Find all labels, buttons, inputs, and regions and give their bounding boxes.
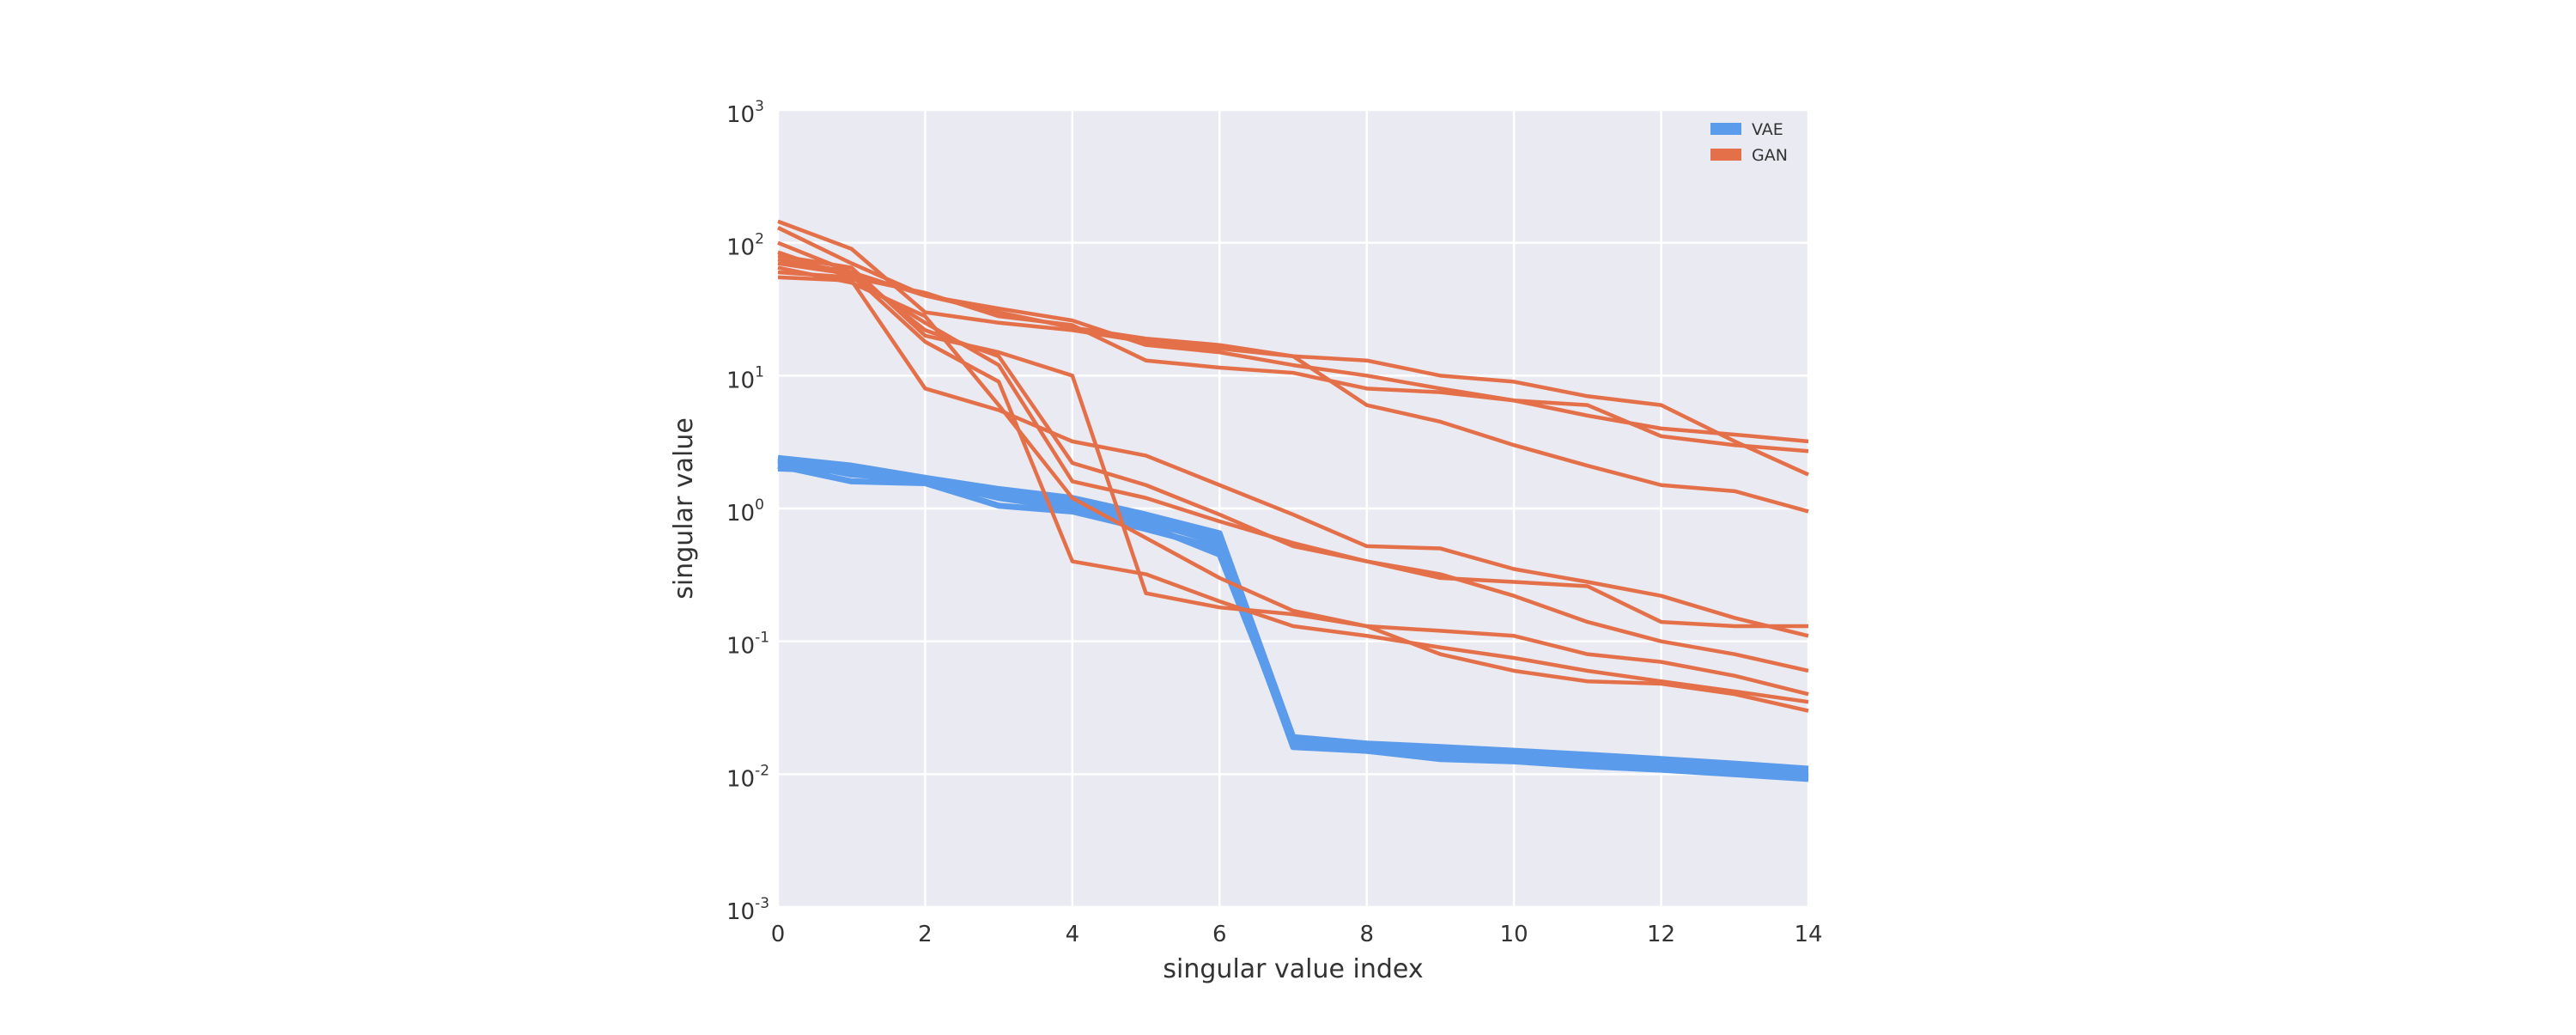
- y-tick-label: 102: [726, 231, 764, 261]
- legend-swatch-gan: [1710, 149, 1741, 161]
- y-tick-label: 10-3: [726, 895, 769, 925]
- x-tick-label: 0: [771, 922, 786, 947]
- vae-series-line-5: [777, 457, 1809, 779]
- x-tick-label: 6: [1212, 922, 1227, 947]
- series-layer: [777, 219, 1809, 782]
- x-axis-label: singular value index: [1163, 954, 1423, 984]
- y-tick-label: 10-2: [726, 762, 769, 792]
- x-tick-label: 2: [918, 922, 933, 947]
- x-tick-label: 8: [1359, 922, 1374, 947]
- gridlines: [776, 108, 1810, 909]
- x-tick-label: 12: [1647, 922, 1675, 947]
- y-tick-label: 10-1: [726, 630, 769, 660]
- x-axis-ticks: 0 2 4 6 8 10 12 14: [771, 922, 1823, 947]
- x-tick-label: 4: [1066, 922, 1080, 947]
- gan-series-line-9: [777, 261, 1809, 704]
- y-axis-ticks: 10-3 10-2 10-1 100 101 102 103: [726, 98, 769, 925]
- gan-series-line-7: [777, 270, 1809, 673]
- legend-swatch-vae: [1710, 123, 1741, 135]
- legend: VAE GAN: [1710, 120, 1788, 165]
- gan-series-line-10: [777, 265, 1809, 713]
- gan-series-line-4: [777, 250, 1809, 444]
- series-group-gan: [777, 219, 1809, 713]
- y-tick-label: 101: [726, 363, 764, 393]
- y-axis-label: singular value: [669, 417, 699, 600]
- x-tick-label: 10: [1500, 922, 1528, 947]
- y-tick-label: 103: [726, 98, 764, 128]
- gan-series-line-8: [777, 275, 1809, 638]
- x-tick-label: 14: [1794, 922, 1822, 947]
- series-group-vae: [777, 454, 1809, 782]
- legend-label-gan: GAN: [1752, 146, 1788, 165]
- y-tick-label: 100: [726, 496, 764, 527]
- gan-series-line-5: [777, 253, 1809, 697]
- legend-label-vae: VAE: [1752, 120, 1783, 139]
